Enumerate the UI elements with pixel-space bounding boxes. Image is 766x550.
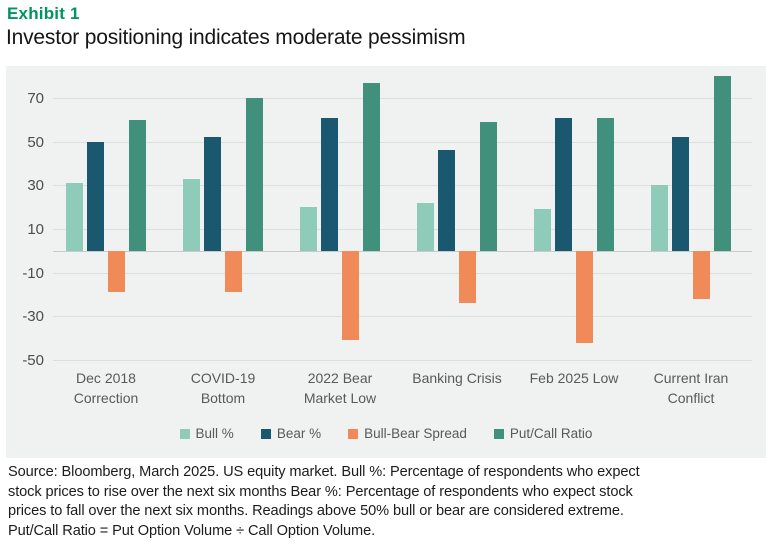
bar-put-call-ratio	[246, 98, 263, 251]
bar-bull	[651, 185, 668, 251]
bar-put-call-ratio	[363, 82, 380, 251]
chart-panel: 70 50 30 10 -10 -30 -50 Dec 2018 Correction COV…	[6, 66, 766, 458]
bar-bull-bear-spread	[459, 250, 476, 304]
bar-bear	[438, 150, 455, 251]
category-label: Feb 2025 Low	[529, 370, 619, 386]
x-axis: Dec 2018 Correction COVID-19 Bottom 2022 B…	[66, 368, 731, 412]
bar-bull-bear-spread	[693, 250, 710, 299]
legend-label: Bull-Bear Spread	[364, 426, 467, 441]
bar-bull-bear-spread	[225, 250, 242, 293]
source-note-line: prices to fall over the next six months.…	[8, 503, 624, 520]
y-tick-label: -10	[22, 264, 44, 282]
source-note-line: Source: Bloomberg, March 2025. US equity…	[8, 464, 640, 480]
legend-item: Bear %	[260, 426, 322, 441]
exhibit-label: Exhibit 1	[7, 4, 80, 23]
bar-bull	[66, 183, 83, 251]
grid-line	[53, 316, 752, 318]
bar-bear	[87, 141, 104, 251]
bar-bull	[417, 202, 434, 251]
legend-label: Bear %	[276, 426, 322, 441]
bar-bull-bear-spread	[342, 250, 359, 341]
bar-bull-bear-spread	[576, 250, 593, 343]
legend-item: Bull-Bear Spread	[348, 426, 467, 441]
bar-put-call-ratio	[480, 122, 497, 251]
y-tick-label: 10	[27, 221, 44, 238]
source-note-line: Put/Call Ratio = Put Option Volume ÷ Cal…	[8, 522, 376, 539]
bar-bull	[300, 207, 317, 251]
legend-label: Put/Call Ratio	[509, 426, 593, 441]
bar-put-call-ratio	[129, 119, 146, 251]
bar-bear	[321, 117, 338, 251]
source-note: Source: Bloomberg, March 2025. US equity…	[8, 463, 760, 541]
y-tick-label: 70	[27, 90, 44, 107]
category-label: Current Iran Conflict	[653, 370, 729, 406]
source-note-line: stock prices to rise over the next six m…	[8, 483, 633, 500]
legend-item: Bull %	[179, 426, 234, 441]
bar-group	[651, 76, 731, 360]
grid-line	[53, 229, 752, 230]
bar-group	[534, 98, 614, 360]
y-tick-label: -30	[22, 308, 44, 326]
bar-bear	[555, 117, 572, 251]
bar-group	[66, 98, 146, 360]
bar-bear	[204, 137, 221, 251]
legend: Bull % Bear % Bull-Bear Spread Put/Call Rat…	[6, 426, 766, 441]
legend-label: Bull %	[195, 426, 234, 441]
bar-bear	[672, 137, 689, 251]
y-tick-label: 50	[27, 133, 44, 151]
legend-swatch	[179, 428, 190, 439]
category-label: COVID-19 Bottom	[190, 370, 256, 406]
plot-area	[53, 76, 752, 361]
legend-item: Put/Call Ratio	[493, 426, 593, 441]
y-tick-label: 30	[27, 177, 44, 195]
bar-bull	[534, 209, 551, 251]
page-title: Investor positioning indicates moderate …	[6, 26, 466, 49]
grid-line	[53, 141, 752, 143]
legend-swatch	[493, 428, 504, 439]
legend-swatch	[348, 428, 359, 439]
bar-bull-bear-spread	[108, 250, 125, 293]
bar-group	[300, 82, 380, 360]
bar-put-call-ratio	[597, 117, 614, 251]
legend-swatch	[260, 428, 271, 439]
bar-group	[417, 98, 497, 360]
category-label: Dec 2018 Correction	[73, 370, 139, 406]
y-axis: 70 50 30 10 -10 -30 -50	[6, 90, 44, 369]
category-label: Banking Crisis	[412, 370, 502, 386]
grid-line	[53, 360, 752, 361]
bar-bull	[183, 178, 200, 251]
grid-line	[53, 98, 752, 99]
y-tick-label: -50	[22, 352, 44, 369]
zero-axis-line	[53, 250, 752, 252]
bar-put-call-ratio	[714, 76, 731, 251]
category-label: 2022 Bear Market Low	[303, 370, 377, 406]
grid-line	[53, 185, 752, 187]
grid-line	[53, 272, 752, 274]
bar-group	[183, 98, 263, 360]
